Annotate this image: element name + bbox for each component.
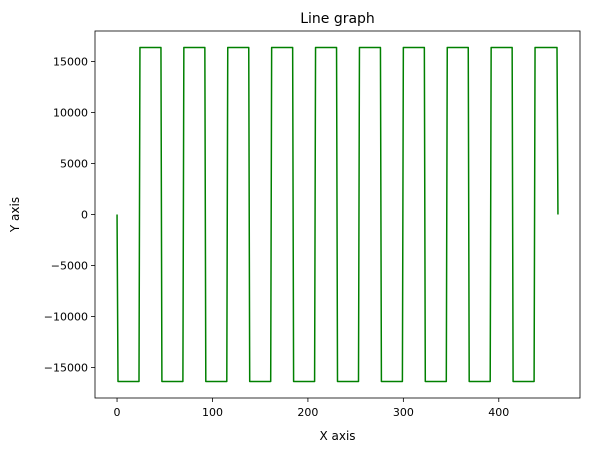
y-tick-label: −15000 (44, 361, 88, 374)
series-line-1 (116, 46, 559, 383)
y-axis-label: Y axis (8, 197, 22, 233)
y-tick-label: −10000 (44, 310, 88, 323)
x-tick-label: 300 (393, 406, 414, 419)
y-tick-label: 15000 (53, 56, 88, 69)
plot-layer (116, 46, 559, 383)
x-tick-label: 400 (488, 406, 509, 419)
y-tick-label: 10000 (53, 107, 88, 120)
tick-layer: 0 100 200 300 400 −15000 −10000 −5000 0 5000 10000… (44, 56, 510, 419)
x-tick-label: 100 (202, 406, 223, 419)
x-tick-label: 0 (114, 406, 121, 419)
y-tick-label: −5000 (51, 259, 88, 272)
chart-title: Line graph (300, 11, 375, 27)
y-tick-label: 5000 (60, 158, 88, 171)
y-tick-label: 0 (81, 209, 88, 222)
x-axis-label: X axis (319, 429, 355, 443)
x-tick-label: 200 (297, 406, 318, 419)
